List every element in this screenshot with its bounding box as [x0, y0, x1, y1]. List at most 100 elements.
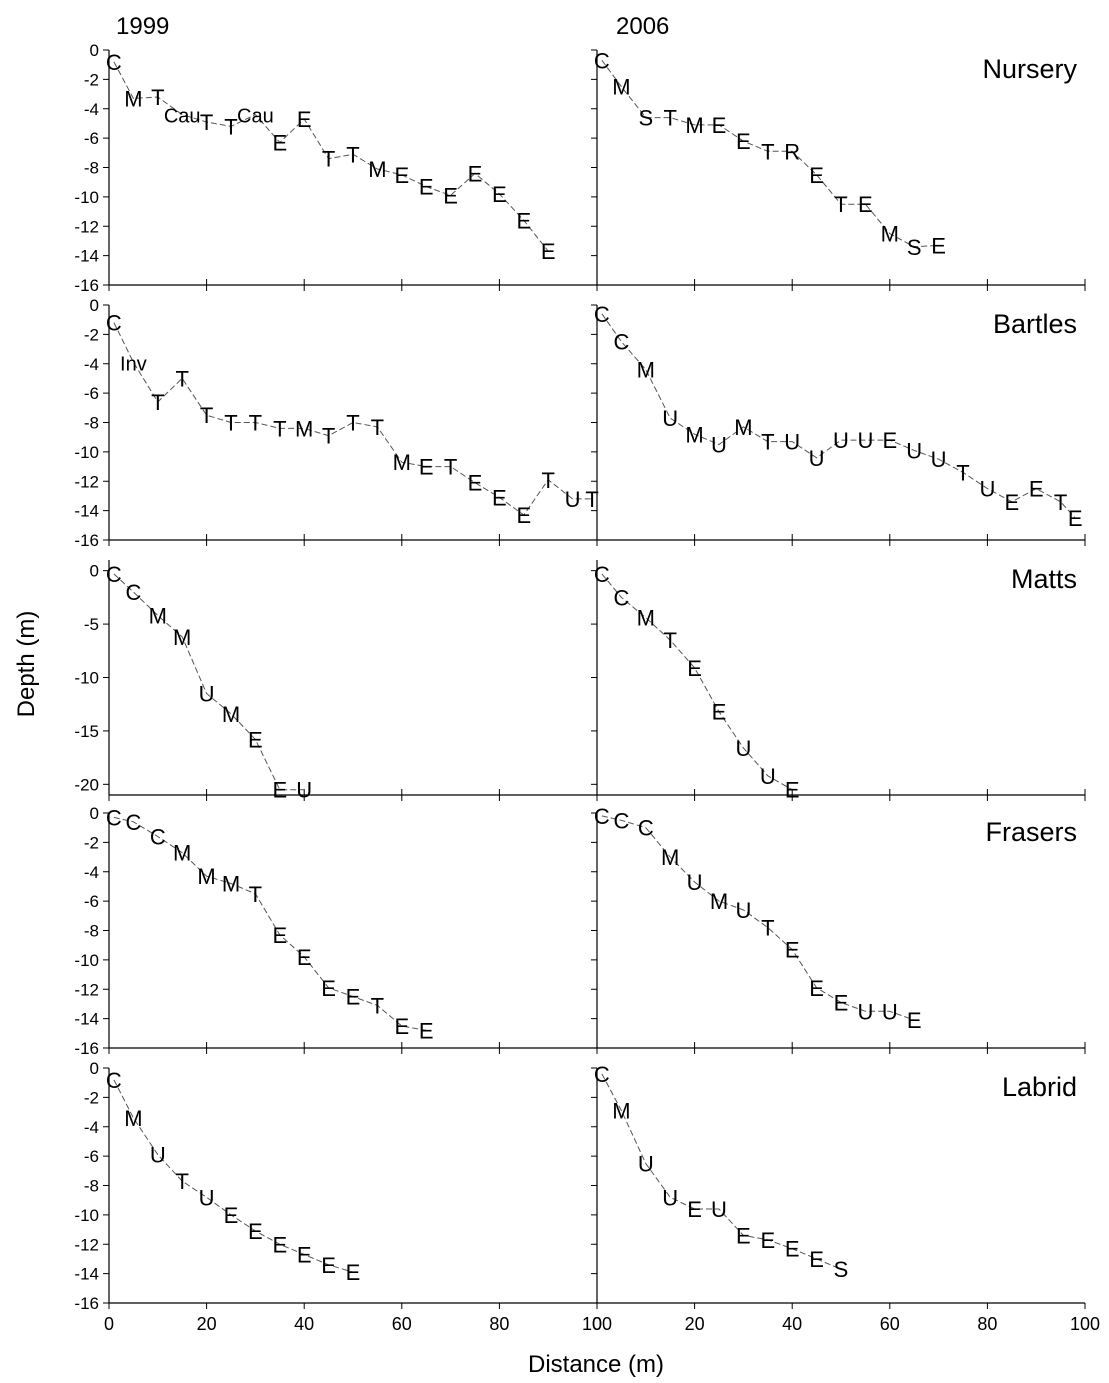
- x-tick-label: 0: [104, 1314, 114, 1334]
- point-label: M: [222, 702, 240, 727]
- point-label: M: [124, 1106, 142, 1131]
- point-label: E: [809, 163, 824, 188]
- y-tick-label: -12: [74, 472, 99, 491]
- point-label: Cau: [237, 106, 274, 128]
- point-label: U: [662, 1185, 678, 1210]
- point-label: M: [710, 889, 728, 914]
- point-label: T: [224, 114, 237, 139]
- y-tick-label: -12: [74, 217, 99, 236]
- point-label: E: [785, 778, 800, 803]
- point-label: E: [468, 471, 483, 496]
- x-tick-label: 100: [1070, 1314, 1100, 1334]
- point-label: T: [1054, 490, 1067, 515]
- x-tick-label: 20: [197, 1314, 217, 1334]
- point-label: T: [541, 468, 554, 493]
- point-label: U: [833, 428, 849, 453]
- y-tick-label: -14: [74, 1265, 99, 1284]
- point-label: M: [295, 416, 313, 441]
- point-label: E: [394, 163, 409, 188]
- point-label: C: [106, 805, 122, 830]
- point-label: C: [106, 562, 122, 587]
- profile-line: [113, 573, 305, 791]
- point-label: E: [736, 129, 751, 154]
- site-name-label: Matts: [1011, 564, 1077, 594]
- column-title-1999: 1999: [116, 13, 169, 40]
- point-label: T: [346, 142, 359, 167]
- point-label: C: [594, 48, 610, 73]
- point-label: C: [106, 1068, 122, 1093]
- y-tick-label: -2: [84, 325, 99, 344]
- point-label: T: [761, 430, 774, 455]
- profile-line: [113, 322, 593, 516]
- point-label: U: [711, 433, 727, 458]
- y-tick-label: -5: [84, 615, 99, 634]
- point-label: M: [173, 841, 191, 866]
- point-label: E: [516, 503, 531, 528]
- point-label: S: [638, 106, 653, 131]
- point-label: T: [371, 415, 384, 440]
- profile-line: [113, 61, 549, 252]
- point-label: T: [371, 993, 384, 1018]
- y-tick-label: -4: [84, 100, 99, 119]
- point-label: U: [760, 764, 776, 789]
- y-tick-label: -2: [84, 1088, 99, 1107]
- point-label: T: [224, 411, 237, 436]
- point-label: T: [200, 403, 213, 428]
- y-tick-label: -16: [74, 1294, 99, 1313]
- y-tick-label: -16: [74, 1039, 99, 1058]
- y-tick-label: -8: [84, 159, 99, 178]
- x-tick-label: 80: [489, 1314, 509, 1334]
- point-label: U: [979, 477, 995, 502]
- point-label: M: [637, 606, 655, 631]
- point-label: U: [199, 682, 215, 707]
- point-label: C: [150, 825, 166, 850]
- y-tick-label: -15: [74, 722, 99, 741]
- point-label: C: [594, 302, 610, 327]
- point-label: C: [125, 580, 141, 605]
- point-label: M: [612, 1099, 630, 1124]
- point-label: E: [224, 1203, 239, 1228]
- point-label: E: [419, 175, 434, 200]
- point-label: T: [175, 366, 188, 391]
- point-label: E: [760, 1228, 775, 1253]
- point-label: E: [785, 938, 800, 963]
- point-label: E: [321, 1253, 336, 1278]
- point-label: U: [150, 1143, 166, 1168]
- y-tick-label: -16: [74, 531, 99, 550]
- x-tick-label: 60: [392, 1314, 412, 1334]
- point-label: M: [173, 625, 191, 650]
- point-label: T: [761, 916, 774, 941]
- point-label: M: [881, 222, 899, 247]
- point-label: E: [492, 182, 507, 207]
- point-label: E: [272, 131, 287, 156]
- y-tick-label: 0: [90, 562, 99, 581]
- point-label: E: [736, 1223, 751, 1248]
- y-tick-label: -16: [74, 276, 99, 295]
- profile-line: [113, 1079, 354, 1273]
- point-label: U: [687, 870, 703, 895]
- point-label: E: [541, 239, 556, 264]
- point-label: U: [638, 1151, 654, 1176]
- point-label: E: [248, 727, 263, 752]
- point-label: M: [637, 358, 655, 383]
- point-label: E: [931, 233, 946, 258]
- y-tick-label: -10: [74, 188, 99, 207]
- y-tick-label: -8: [84, 1177, 99, 1196]
- profile-line: [601, 1073, 842, 1270]
- x-tick-label: 40: [782, 1314, 802, 1334]
- point-label: C: [594, 562, 610, 587]
- x-axis-label: Distance (m): [528, 1351, 664, 1378]
- point-label: U: [296, 778, 312, 803]
- point-label: M: [197, 864, 215, 889]
- panel-labrid-1999: 0-2-4-6-8-10-12-14-160 20 40 60 80 100CMUTUEE…: [74, 1059, 612, 1334]
- point-label: S: [907, 235, 922, 260]
- y-tick-label: -2: [84, 70, 99, 89]
- point-label: E: [443, 183, 458, 208]
- point-label: T: [273, 416, 286, 441]
- point-label: E: [516, 208, 531, 233]
